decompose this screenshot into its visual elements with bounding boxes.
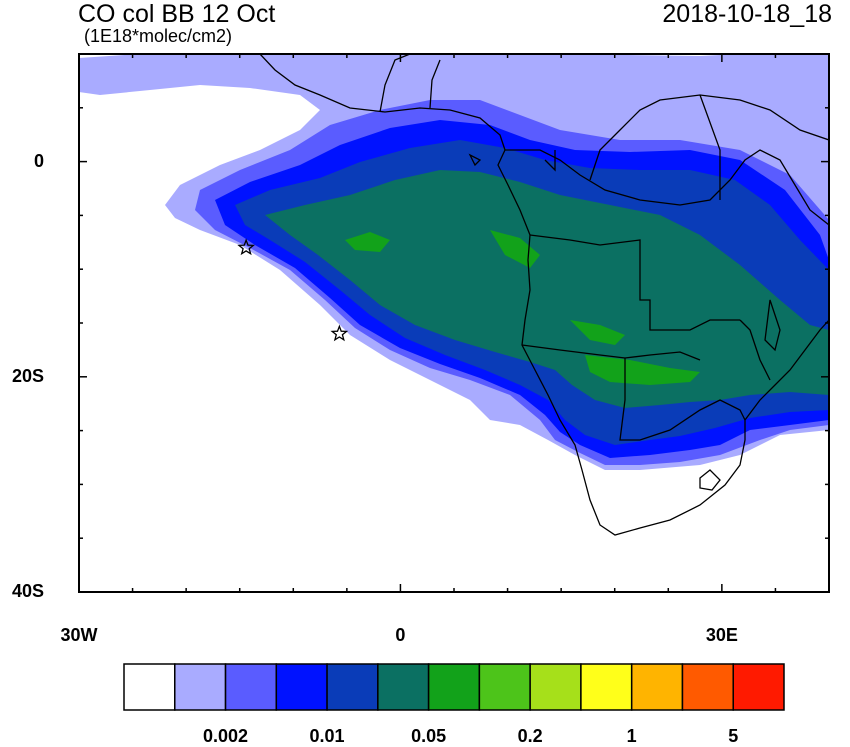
coastlines [259, 54, 829, 536]
colorbar-label: 0.01 [309, 726, 345, 746]
map-title: CO col BB 12 Oct [78, 0, 276, 28]
station-1-star-icon [237, 238, 256, 256]
lat-tick-label: 40S [11, 581, 44, 601]
colorbar-swatch [123, 663, 176, 711]
colorbar-swatch [529, 663, 582, 711]
colorbar-label: 0.05 [411, 726, 447, 746]
colorbar-swatch [732, 663, 785, 711]
map-units: (1E18*molec/cm2) [84, 26, 233, 46]
plume-layer-green [345, 230, 700, 385]
map-datetime: 2018-10-18_18 [662, 0, 832, 28]
station-2-star-icon [330, 324, 349, 342]
colorbar-swatch [377, 663, 430, 711]
lat-tick-label: 0 [33, 150, 44, 171]
colorbar-swatch [326, 663, 379, 711]
colorbar-swatch [427, 663, 481, 711]
colorbar-label: 0.2 [517, 726, 543, 746]
colorbar-swatch [580, 663, 633, 711]
colorbar-label: 5 [728, 726, 739, 746]
colorbar-swatch [630, 663, 684, 711]
colorbar-swatch [681, 663, 734, 711]
colorbar-label: 1 [626, 726, 637, 746]
colorbar-swatch [224, 663, 278, 711]
lon-tick-label: 30E [705, 625, 738, 645]
lat-tick-label: 20S [11, 365, 44, 386]
colorbar-swatch [174, 663, 227, 711]
colorbar-swatch [478, 663, 531, 711]
lon-tick-label: 30W [60, 625, 98, 645]
plume-layer-teal [265, 170, 829, 408]
colorbar-swatch [275, 663, 328, 711]
lon-tick-label: 0 [395, 625, 406, 645]
colorbar-label: 0.002 [203, 726, 249, 746]
